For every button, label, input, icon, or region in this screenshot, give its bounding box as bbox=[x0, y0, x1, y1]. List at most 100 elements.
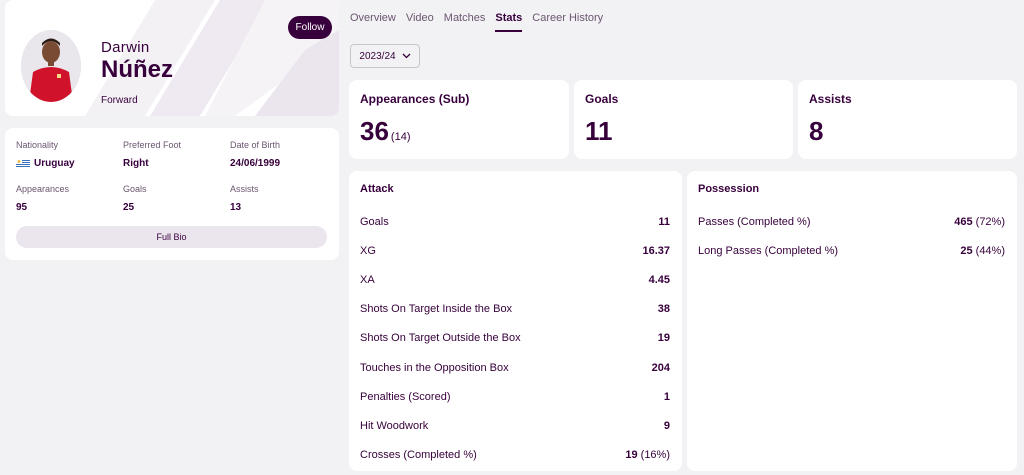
stat-value-wrap: 1 bbox=[664, 391, 670, 403]
stat-value-wrap: 11 bbox=[658, 216, 670, 228]
summary-appearances-value: 36 bbox=[360, 116, 389, 146]
tab-matches[interactable]: Matches bbox=[443, 12, 486, 24]
summary-goals-value: 11 bbox=[585, 116, 613, 146]
stat-row: Hit Woodwork 9 bbox=[360, 411, 670, 440]
bio-goals: Goals 25 bbox=[123, 184, 147, 213]
stat-label: Shots On Target Inside the Box bbox=[360, 303, 513, 316]
stat-value: 204 bbox=[651, 361, 670, 374]
stat-row: Penalties (Scored) 1 bbox=[360, 382, 670, 411]
tab-video[interactable]: Video bbox=[405, 12, 434, 24]
stat-value: 465 bbox=[954, 215, 973, 228]
stat-label: XA bbox=[360, 273, 375, 286]
stat-label: Crosses (Completed %) bbox=[360, 449, 477, 462]
stat-row: XG 16.37 bbox=[360, 236, 670, 265]
stat-value-wrap: 4.45 bbox=[649, 274, 670, 286]
stat-row: Long Passes (Completed %) 25 (44%) bbox=[698, 236, 1005, 265]
goals-value: 25 bbox=[123, 202, 135, 213]
stat-row: Shots On Target Outside the Box 19 bbox=[360, 324, 670, 353]
player-position: Forward bbox=[101, 95, 138, 106]
summary-appearances-title: Appearances (Sub) bbox=[360, 92, 470, 106]
stat-value: 38 bbox=[657, 303, 670, 316]
stat-value: 19 bbox=[625, 449, 638, 462]
uruguay-flag-icon bbox=[16, 159, 30, 168]
player-bio-card: Nationality Uruguay Preferred Foot Right… bbox=[5, 128, 339, 260]
full-bio-button[interactable]: Full Bio bbox=[16, 226, 327, 248]
assists-value: 13 bbox=[230, 202, 242, 213]
tab-career-history[interactable]: Career History bbox=[532, 12, 604, 24]
bio-appearances: Appearances 95 bbox=[16, 184, 69, 213]
stat-row: XA 4.45 bbox=[360, 265, 670, 294]
summary-assists-title: Assists bbox=[809, 92, 852, 106]
stat-row: Crosses (Completed %) 19 (16%) bbox=[360, 441, 670, 470]
dob-label: Date of Birth bbox=[230, 140, 281, 150]
stat-percentage: (44%) bbox=[975, 244, 1005, 257]
bio-preferred-foot: Preferred Foot Right bbox=[123, 140, 181, 169]
tab-stats[interactable]: Stats bbox=[495, 12, 523, 32]
profile-tabs: Overview Video Matches Stats Career Hist… bbox=[350, 12, 603, 32]
player-first-name: Darwin bbox=[101, 39, 150, 56]
stat-value: 16.37 bbox=[642, 244, 670, 257]
stat-value-wrap: 19 (16%) bbox=[625, 449, 670, 461]
follow-button[interactable]: Follow bbox=[288, 16, 332, 39]
bio-nationality: Nationality Uruguay bbox=[16, 140, 75, 169]
attack-stats-list: Goals 11 XG 16.37 XA 4.45 Shots On Target I… bbox=[360, 207, 670, 470]
chevron-down-icon bbox=[402, 53, 411, 59]
stat-value: 4.45 bbox=[648, 273, 670, 286]
preferred-foot-label: Preferred Foot bbox=[123, 140, 182, 150]
stat-value: 11 bbox=[658, 215, 670, 228]
appearances-label: Appearances bbox=[16, 184, 70, 194]
summary-sub-appearances: (14) bbox=[390, 131, 411, 143]
stat-label: XG bbox=[360, 244, 376, 257]
bio-assists: Assists 13 bbox=[230, 184, 259, 213]
player-header-card: Darwin Núñez Forward Follow bbox=[5, 0, 339, 116]
player-photo bbox=[21, 30, 81, 102]
stat-label: Hit Woodwork bbox=[360, 419, 429, 432]
stat-row: Goals 11 bbox=[360, 207, 670, 236]
stat-percentage: (72%) bbox=[975, 215, 1005, 228]
stat-percentage: (16%) bbox=[640, 449, 670, 462]
stat-label: Touches in the Opposition Box bbox=[360, 361, 509, 374]
stat-value-wrap: 465 (72%) bbox=[954, 216, 1005, 228]
player-last-name: Núñez bbox=[101, 56, 173, 83]
nationality-value: Uruguay bbox=[34, 158, 75, 169]
possession-stats-list: Passes (Completed %) 465 (72%) Long Passe… bbox=[698, 207, 1005, 265]
stat-value-wrap: 16.37 bbox=[642, 245, 670, 257]
attack-title: Attack bbox=[360, 183, 394, 195]
stat-value: 1 bbox=[663, 390, 670, 403]
stat-row: Passes (Completed %) 465 (72%) bbox=[698, 207, 1005, 236]
stat-row: Touches in the Opposition Box 204 bbox=[360, 353, 670, 382]
stat-value-wrap: 25 (44%) bbox=[960, 245, 1005, 257]
season-dropdown[interactable]: 2023/24 bbox=[350, 44, 420, 68]
summary-assists-card: Assists 8 bbox=[798, 80, 1017, 159]
summary-assists-value: 8 bbox=[809, 116, 824, 146]
season-value: 2023/24 bbox=[359, 50, 396, 62]
stat-label: Goals bbox=[360, 215, 389, 228]
stat-value-wrap: 38 bbox=[658, 303, 670, 315]
stat-value-wrap: 204 bbox=[652, 362, 670, 374]
summary-appearances-card: Appearances (Sub) 36 (14) bbox=[349, 80, 569, 159]
nationality-label: Nationality bbox=[16, 140, 59, 150]
tab-overview[interactable]: Overview bbox=[350, 12, 396, 24]
stat-value-wrap: 9 bbox=[664, 420, 670, 432]
stat-value: 9 bbox=[663, 419, 670, 432]
assists-label: Assists bbox=[230, 184, 259, 194]
summary-goals-title: Goals bbox=[585, 92, 619, 106]
stat-label: Penalties (Scored) bbox=[360, 390, 451, 403]
stat-value: 25 bbox=[960, 244, 973, 257]
stat-row: Shots On Target Inside the Box 38 bbox=[360, 295, 670, 324]
stat-label: Shots On Target Outside the Box bbox=[360, 332, 521, 345]
preferred-foot-value: Right bbox=[123, 158, 149, 169]
summary-appearances-value-wrap: 36 (14) bbox=[360, 116, 410, 147]
stat-label: Long Passes (Completed %) bbox=[698, 244, 839, 257]
possession-title: Possession bbox=[698, 183, 760, 195]
summary-goals-card: Goals 11 bbox=[574, 80, 793, 159]
dob-value: 24/06/1999 bbox=[230, 158, 281, 169]
appearances-value: 95 bbox=[16, 202, 28, 213]
bio-date-of-birth: Date of Birth 24/06/1999 bbox=[230, 140, 280, 169]
stat-value: 19 bbox=[657, 332, 670, 345]
stat-value-wrap: 19 bbox=[658, 332, 670, 344]
attack-stats-card: Attack Goals 11 XG 16.37 XA 4.45 Shots On T… bbox=[349, 171, 682, 471]
stat-label: Passes (Completed %) bbox=[698, 215, 811, 228]
goals-label: Goals bbox=[123, 184, 147, 194]
possession-stats-card: Possession Passes (Completed %) 465 (72%)… bbox=[687, 171, 1017, 471]
